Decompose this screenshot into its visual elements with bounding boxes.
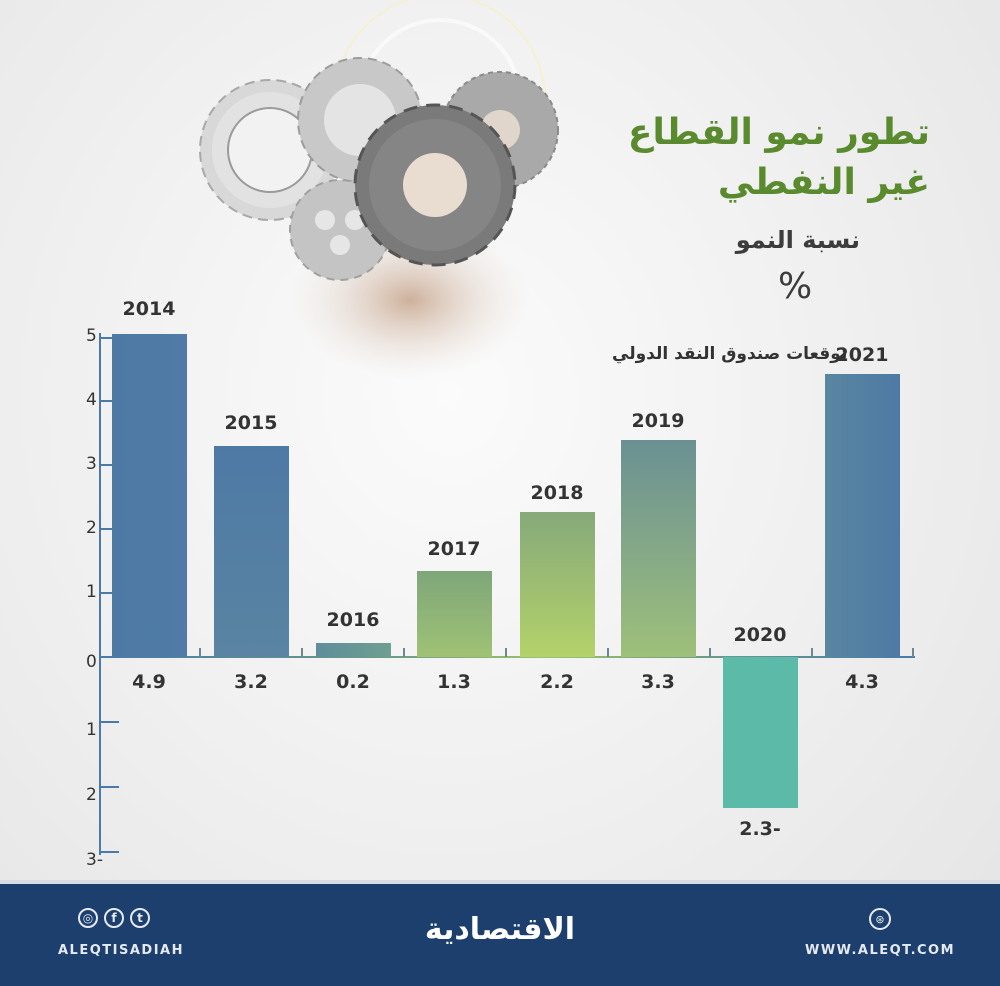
bar-2019 bbox=[621, 440, 696, 657]
instagram-icon[interactable]: ◎ bbox=[78, 908, 98, 928]
bar-year-label: 2018 bbox=[530, 482, 584, 504]
y-tick bbox=[99, 721, 119, 723]
bar-value-label: 4.9 bbox=[132, 671, 166, 693]
title-line-1: تطور نمو القطاع bbox=[627, 112, 930, 153]
bar-value-label: 0.2 bbox=[336, 671, 370, 693]
bar-2016 bbox=[316, 643, 391, 657]
social-icons: ◎ f t bbox=[78, 908, 150, 928]
bar-year-label: 2014 bbox=[122, 298, 176, 320]
y-axis-line bbox=[99, 333, 101, 855]
x-tick bbox=[811, 648, 813, 657]
bar-value-label: 1.3 bbox=[437, 671, 471, 693]
y-tick-label: 0 bbox=[86, 652, 97, 672]
y-tick bbox=[99, 400, 119, 402]
bar-year-label: 2019 bbox=[631, 410, 685, 432]
social-handle[interactable]: ALEQTISADIAH bbox=[58, 943, 184, 958]
twitter-icon[interactable]: t bbox=[130, 908, 150, 928]
y-tick bbox=[99, 528, 119, 530]
x-tick bbox=[199, 648, 201, 657]
x-tick bbox=[607, 648, 609, 657]
bar-2014 bbox=[112, 334, 187, 657]
bar-2020 bbox=[723, 657, 798, 808]
bar-2015 bbox=[214, 446, 289, 657]
x-tick bbox=[403, 648, 405, 657]
y-tick-label: 1 bbox=[86, 720, 97, 740]
bar-year-label: 2021 bbox=[835, 344, 889, 366]
y-tick-label: 3 bbox=[86, 454, 97, 474]
bar-2021 bbox=[825, 374, 900, 657]
bar-value-label: 2.3- bbox=[739, 818, 781, 840]
imf-forecast-note: توقعات صندوق النقد الدولي bbox=[612, 344, 848, 364]
brand-logo: الاقتصادية bbox=[424, 912, 576, 947]
y-tick-label: 2 bbox=[86, 518, 97, 538]
y-tick bbox=[99, 464, 119, 466]
x-tick bbox=[709, 648, 711, 657]
bar-value-label: 2.2 bbox=[540, 671, 574, 693]
bar-value-label: 4.3 bbox=[845, 671, 879, 693]
x-tick bbox=[505, 648, 507, 657]
x-tick bbox=[912, 648, 914, 657]
bar-year-label: 2017 bbox=[427, 538, 481, 560]
bar-year-label: 2020 bbox=[733, 624, 787, 646]
facebook-icon[interactable]: f bbox=[104, 908, 124, 928]
y-tick bbox=[99, 851, 119, 853]
chart-subtitle: نسبة النمو bbox=[735, 226, 860, 254]
y-tick-label: 2 bbox=[86, 785, 97, 805]
y-tick-label: 3- bbox=[86, 850, 103, 870]
bar-2018 bbox=[520, 512, 595, 657]
bar-value-label: 3.2 bbox=[234, 671, 268, 693]
chart-title: تطور نمو القطاع غير النفطي bbox=[530, 108, 930, 208]
unit-label: % bbox=[778, 266, 813, 307]
gears-hand-illustration bbox=[199, 0, 559, 380]
bar-2017 bbox=[417, 571, 492, 657]
title-line-2: غير النفطي bbox=[717, 162, 930, 203]
website-link[interactable]: WWW.ALEQT.COM bbox=[805, 943, 956, 958]
bar-year-label: 2016 bbox=[326, 609, 380, 631]
bar-value-label: 3.3 bbox=[641, 671, 675, 693]
x-axis-line bbox=[99, 656, 915, 658]
y-tick-label: 1 bbox=[86, 582, 97, 602]
x-tick bbox=[301, 648, 303, 657]
globe-icon: ⊛ bbox=[869, 908, 891, 930]
footer-bar bbox=[0, 884, 1000, 986]
y-tick-label: 5 bbox=[86, 326, 97, 346]
y-tick-label: 4 bbox=[86, 390, 97, 410]
y-tick bbox=[99, 592, 119, 594]
y-tick bbox=[99, 786, 119, 788]
bar-chart: 5 4 3 2 1 0 1 2 3- 2014 2015 2016 2017 2… bbox=[86, 298, 915, 870]
bar-year-label: 2015 bbox=[224, 412, 278, 434]
footer-divider bbox=[0, 880, 1000, 884]
y-tick bbox=[99, 337, 119, 339]
